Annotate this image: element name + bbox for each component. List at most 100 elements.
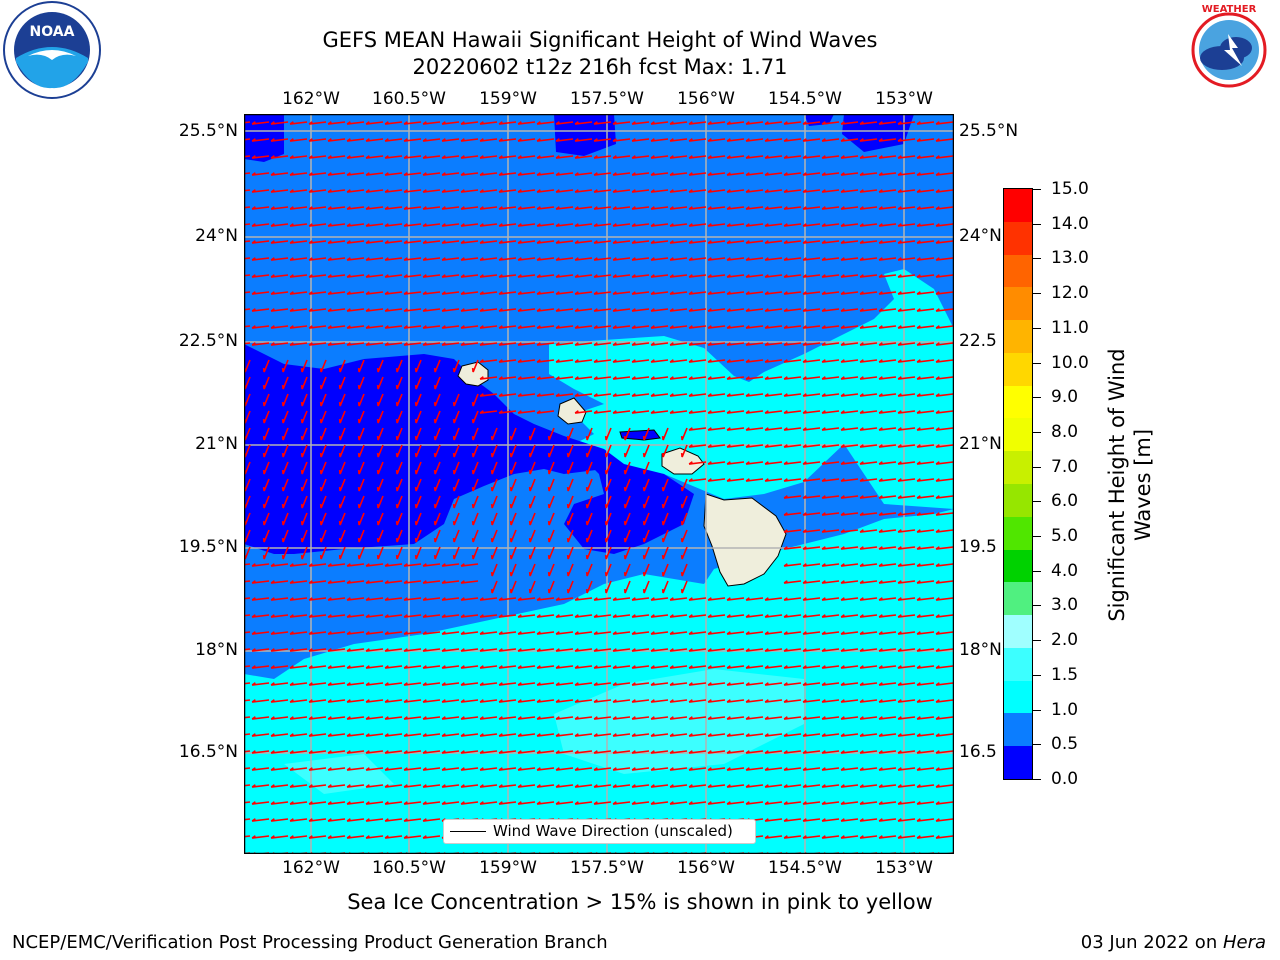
- wave-direction-arrow: [537, 631, 555, 635]
- wave-direction-arrow: [765, 376, 783, 380]
- wave-direction-arrow: [681, 580, 688, 594]
- wave-direction-arrow: [784, 155, 802, 159]
- wave-direction-arrow: [366, 835, 384, 839]
- wave-direction-arrow: [252, 767, 270, 771]
- wave-direction-arrowhead: [574, 359, 579, 363]
- wave-direction-arrow: [252, 801, 270, 805]
- wave-direction-arrow: [727, 784, 745, 788]
- wave-direction-arrowhead: [745, 648, 750, 652]
- left-lat-label: 18°N: [195, 640, 238, 660]
- wave-direction-arrowhead: [365, 580, 370, 584]
- wave-direction-arrowhead: [498, 631, 503, 635]
- wave-direction-arrowhead: [859, 631, 864, 635]
- wave-direction-arrow: [803, 665, 821, 669]
- wave-direction-arrowhead: [555, 750, 560, 754]
- wave-direction-arrowhead: [745, 665, 750, 669]
- wave-direction-arrowhead: [574, 410, 579, 414]
- wave-direction-arrowhead: [840, 699, 845, 703]
- wave-direction-arrow: [765, 648, 783, 652]
- colorbar-tick-label: 13.0: [1051, 248, 1089, 269]
- wave-direction-arrow: [404, 342, 422, 346]
- wave-direction-arrowhead: [840, 172, 845, 176]
- wave-direction-arrowhead: [821, 325, 826, 329]
- wave-direction-arrow: [244, 529, 251, 543]
- wave-direction-arrowhead: [479, 121, 484, 125]
- wave-direction-arrowhead: [308, 240, 313, 244]
- wave-direction-arrowhead: [840, 206, 845, 210]
- wave-direction-arrowhead: [821, 376, 826, 380]
- wave-direction-arrow: [244, 342, 251, 345]
- wave-direction-arrow: [917, 767, 935, 771]
- wave-direction-arrowhead: [783, 750, 788, 754]
- wave-direction-arrow: [491, 512, 498, 526]
- wave-direction-arrowhead: [441, 563, 446, 567]
- wave-direction-arrow: [404, 682, 422, 686]
- wave-direction-arrowhead: [346, 818, 351, 822]
- wave-direction-arrowhead: [403, 342, 408, 346]
- wave-direction-arrow: [537, 699, 555, 703]
- wave-direction-arrow: [803, 546, 821, 550]
- wave-direction-arrow: [461, 206, 479, 210]
- wave-direction-arrow: [423, 835, 441, 839]
- wave-direction-arrow: [613, 308, 631, 312]
- legend-label: Wind Wave Direction (unscaled): [493, 822, 733, 840]
- wave-direction-arrow: [244, 308, 251, 311]
- wave-band-1.0-1.5-northeast: [549, 269, 954, 509]
- wave-direction-arrowhead: [441, 699, 446, 703]
- wave-direction-arrow: [879, 342, 897, 346]
- wave-direction-arrow: [784, 767, 802, 771]
- wave-direction-arrow: [643, 444, 650, 458]
- wave-direction-arrow: [290, 631, 308, 635]
- colorbar-band: [1004, 549, 1032, 583]
- wave-direction-arrowhead: [745, 274, 750, 278]
- wave-direction-arrow: [689, 614, 707, 618]
- wave-direction-arrow: [518, 767, 536, 771]
- wave-direction-arrow: [461, 665, 479, 669]
- wave-direction-arrow: [309, 801, 327, 805]
- wave-direction-arrowhead: [593, 308, 598, 312]
- wave-direction-arrow: [860, 121, 878, 125]
- wave-direction-arrow: [917, 257, 935, 261]
- wave-direction-arrow: [385, 274, 403, 278]
- wave-direction-arrow: [366, 223, 384, 227]
- wave-direction-arrow: [480, 206, 498, 210]
- wave-direction-arrow: [290, 189, 308, 193]
- wave-direction-arrowhead: [688, 478, 693, 482]
- wave-direction-arrow: [898, 716, 916, 720]
- wave-direction-arrowhead: [403, 580, 408, 584]
- wave-direction-arrowhead: [688, 206, 693, 210]
- wave-direction-arrowhead: [422, 580, 427, 584]
- wave-direction-arrow: [282, 427, 289, 441]
- wave-direction-arrowhead: [669, 410, 674, 414]
- wave-direction-arrowhead: [479, 750, 484, 754]
- wave-band-0.0-0.5: [244, 344, 624, 554]
- wave-direction-arrow: [442, 614, 460, 618]
- wave-direction-arrow: [765, 240, 783, 244]
- wave-direction-arrowhead: [365, 138, 370, 142]
- wave-direction-arrow: [765, 291, 783, 295]
- wave-direction-arrow: [423, 308, 441, 312]
- wave-direction-arrow: [841, 631, 859, 635]
- wave-direction-arrow: [746, 121, 764, 125]
- wave-direction-arrowhead: [840, 495, 845, 499]
- wave-direction-arrow: [917, 597, 935, 601]
- wave-direction-arrowhead: [422, 733, 427, 737]
- wave-direction-arrow: [841, 342, 859, 346]
- wave-direction-arrowhead: [498, 733, 503, 737]
- wave-direction-arrowhead: [479, 393, 484, 397]
- wave-direction-arrow: [784, 512, 802, 516]
- wave-direction-arrowhead: [840, 325, 845, 329]
- wave-direction-arrow: [708, 427, 726, 431]
- wave-direction-arrowhead: [859, 750, 864, 754]
- wave-direction-arrow: [423, 206, 441, 210]
- wave-direction-arrow: [442, 699, 460, 703]
- wave-direction-arrow: [936, 376, 954, 380]
- wave-direction-arrow: [529, 529, 536, 543]
- wave-direction-arrow: [586, 546, 593, 560]
- wave-direction-arrowhead: [897, 478, 902, 482]
- wave-direction-arrow: [556, 631, 574, 635]
- wave-direction-arrowhead: [897, 750, 902, 754]
- wave-direction-arrow: [898, 410, 916, 414]
- wave-direction-arrowhead: [555, 291, 560, 295]
- wave-direction-arrowhead: [897, 495, 902, 499]
